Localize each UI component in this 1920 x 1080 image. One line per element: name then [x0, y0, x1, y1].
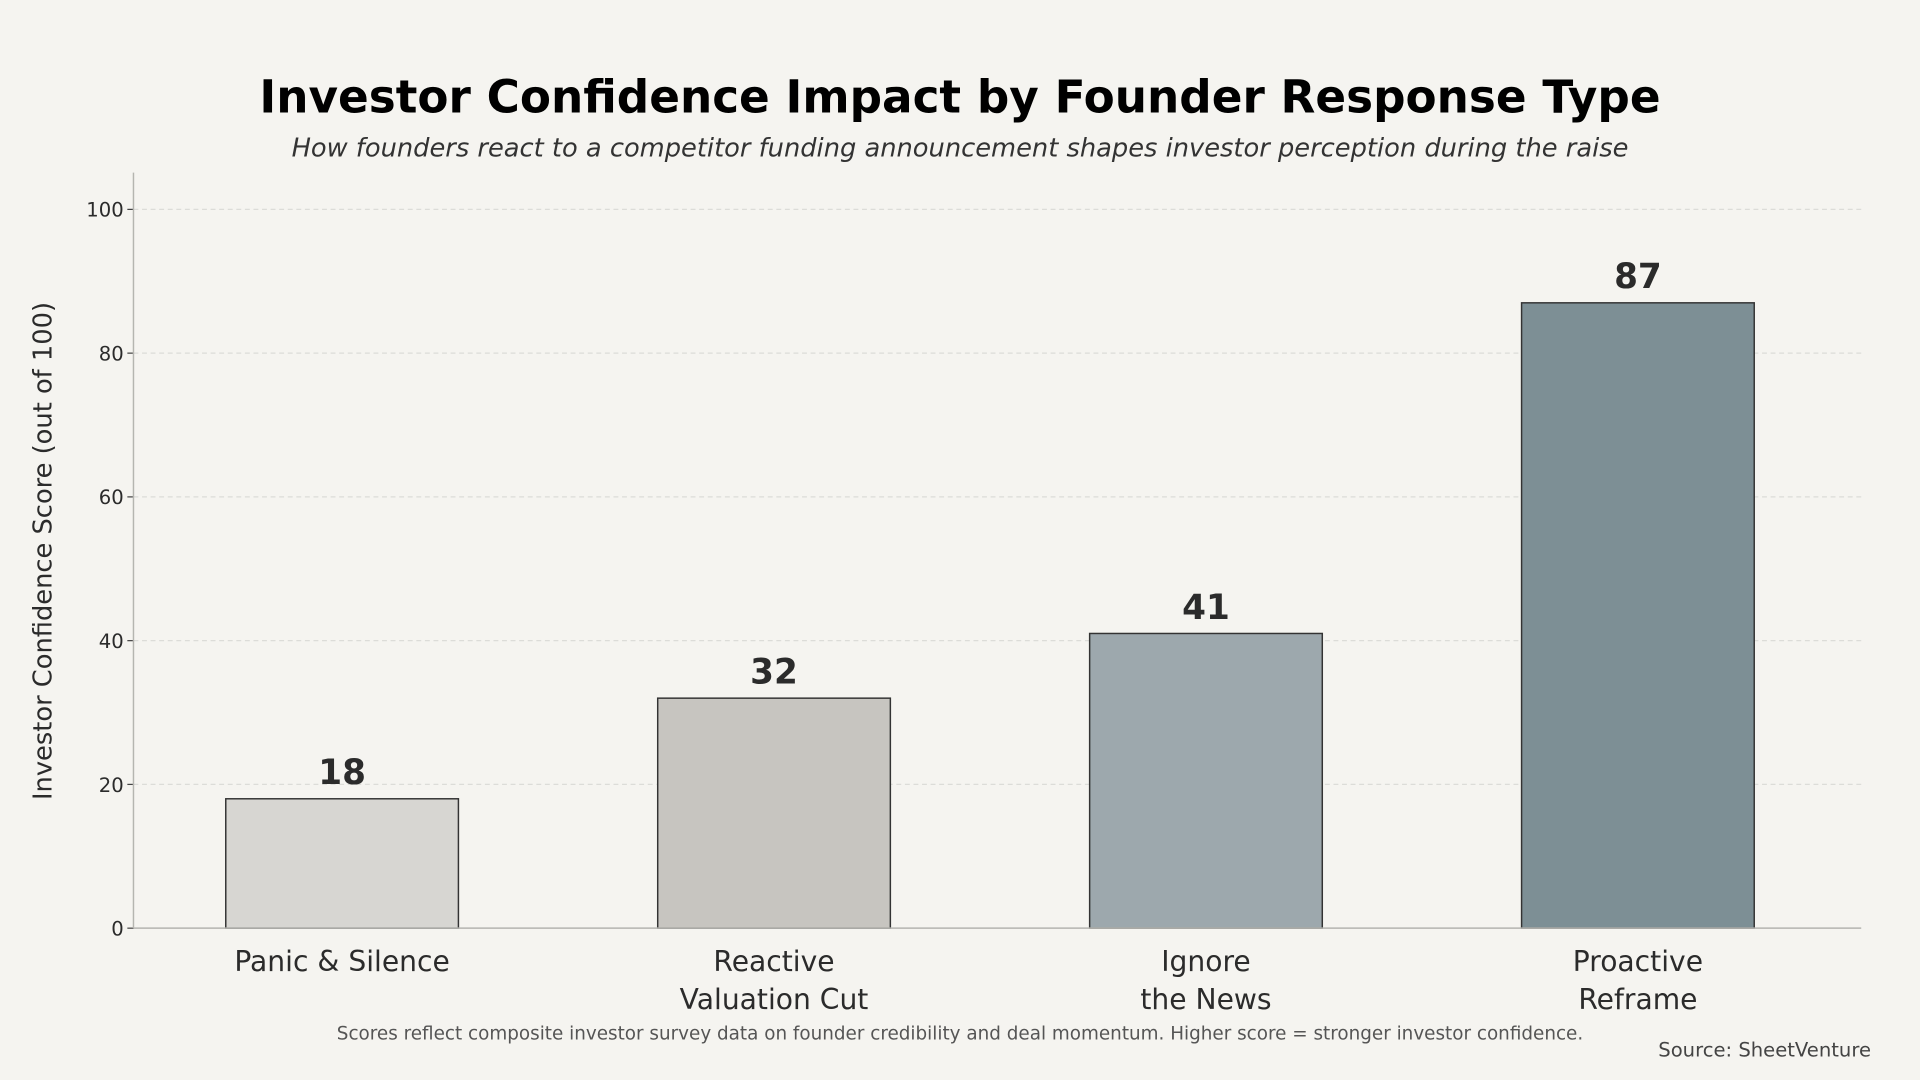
data-label: 41 — [1182, 588, 1230, 628]
y-tick-label: 60 — [99, 486, 124, 509]
y-tick-label: 20 — [99, 774, 124, 797]
y-axis-label: Investor Confidence Score (out of 100) — [28, 302, 58, 800]
y-tick-label: 80 — [99, 342, 124, 365]
y-tick-label: 100 — [86, 199, 123, 222]
x-tick-label: Ignore the News — [1140, 945, 1271, 1016]
x-tick-label: Panic & Silence — [234, 945, 449, 978]
x-tick-label: Reactive Valuation Cut — [680, 945, 869, 1016]
bar — [1520, 302, 1755, 929]
bar — [1088, 632, 1324, 929]
y-tick-label: 0 — [111, 918, 123, 941]
source-credit: Source: SheetVenture — [1658, 1039, 1871, 1062]
data-label: 18 — [318, 753, 366, 793]
y-tick-label: 40 — [99, 630, 124, 653]
data-label: 32 — [750, 652, 798, 692]
x-tick-label: Proactive Reframe — [1573, 945, 1703, 1016]
chart-subtitle: How founders react to a competitor fundi… — [292, 134, 1629, 164]
bar — [225, 798, 460, 929]
data-label: 87 — [1614, 257, 1662, 297]
chart-title: Investor Confidence Impact by Founder Re… — [259, 71, 1660, 124]
footnote: Scores reflect composite investor survey… — [337, 1024, 1583, 1045]
bar — [656, 697, 892, 929]
